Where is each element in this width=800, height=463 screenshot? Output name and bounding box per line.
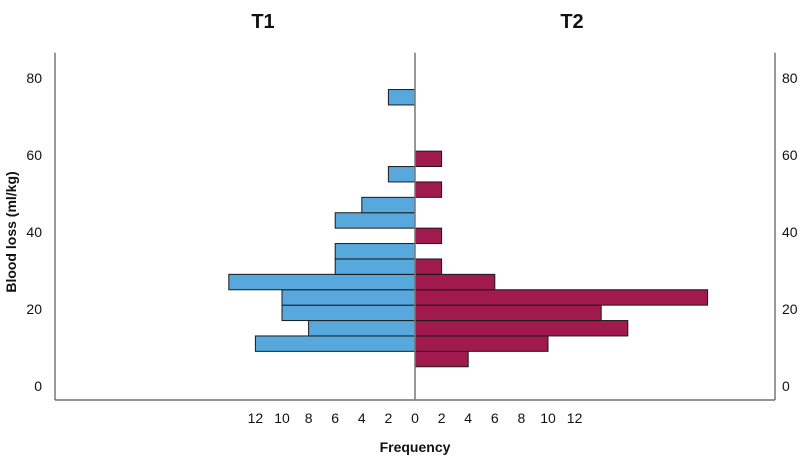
bar-t2-11 bbox=[414, 335, 549, 352]
x-tick-4: 4 bbox=[358, 410, 366, 426]
x-tick-12: 12 bbox=[567, 410, 583, 426]
y-tick-right-0: 0 bbox=[782, 378, 790, 394]
bar-t1-35 bbox=[334, 243, 416, 260]
bar-t1-23 bbox=[281, 289, 416, 306]
x-tick-11: 10 bbox=[540, 410, 556, 426]
bar-t1-31 bbox=[334, 258, 416, 275]
x-tick-7: 2 bbox=[438, 410, 446, 426]
y-tick-left-0: 0 bbox=[34, 378, 42, 394]
bar-t1-27 bbox=[228, 273, 416, 291]
y-tick-right-20: 20 bbox=[782, 301, 798, 317]
y-tick-right-80: 80 bbox=[782, 70, 798, 86]
bar-t2-39 bbox=[414, 227, 443, 245]
y-axis-label: Blood loss (ml/kg) bbox=[3, 171, 19, 292]
bar-t1-11 bbox=[254, 335, 416, 352]
x-tick-2: 8 bbox=[305, 410, 313, 426]
bar-t2-31 bbox=[414, 258, 443, 275]
y-tick-right-60: 60 bbox=[782, 147, 798, 163]
bar-t1-19 bbox=[281, 304, 416, 322]
x-tick-0: 12 bbox=[248, 410, 264, 426]
x-tick-10: 8 bbox=[518, 410, 526, 426]
x-tick-3: 6 bbox=[331, 410, 339, 426]
bar-t2-15 bbox=[414, 320, 629, 337]
bar-t1-43 bbox=[334, 212, 416, 229]
bar-t1-55 bbox=[387, 166, 416, 183]
bar-t2-7 bbox=[414, 350, 469, 368]
bar-t2-59 bbox=[414, 150, 443, 168]
y-tick-left-40: 40 bbox=[26, 224, 42, 240]
y-tick-left-20: 20 bbox=[26, 301, 42, 317]
y-tick-left-80: 80 bbox=[26, 70, 42, 86]
x-axis-label: Frequency bbox=[380, 439, 451, 455]
bar-t2-51 bbox=[414, 181, 443, 198]
bar-t1-15 bbox=[308, 320, 416, 337]
y-tick-right-40: 40 bbox=[782, 224, 798, 240]
bar-t2-19 bbox=[414, 304, 602, 322]
panel-title-t1: T1 bbox=[251, 11, 274, 33]
panel-title-t2: T2 bbox=[560, 11, 583, 33]
bar-t2-27 bbox=[414, 273, 496, 291]
x-tick-6: 0 bbox=[411, 410, 419, 426]
x-tick-5: 2 bbox=[385, 410, 393, 426]
x-tick-9: 6 bbox=[491, 410, 499, 426]
x-tick-1: 10 bbox=[274, 410, 290, 426]
bar-t1-75 bbox=[387, 89, 416, 106]
y-tick-left-60: 60 bbox=[26, 147, 42, 163]
bar-t2-23 bbox=[414, 289, 709, 306]
x-tick-8: 4 bbox=[464, 410, 472, 426]
bar-t1-47 bbox=[361, 196, 416, 214]
